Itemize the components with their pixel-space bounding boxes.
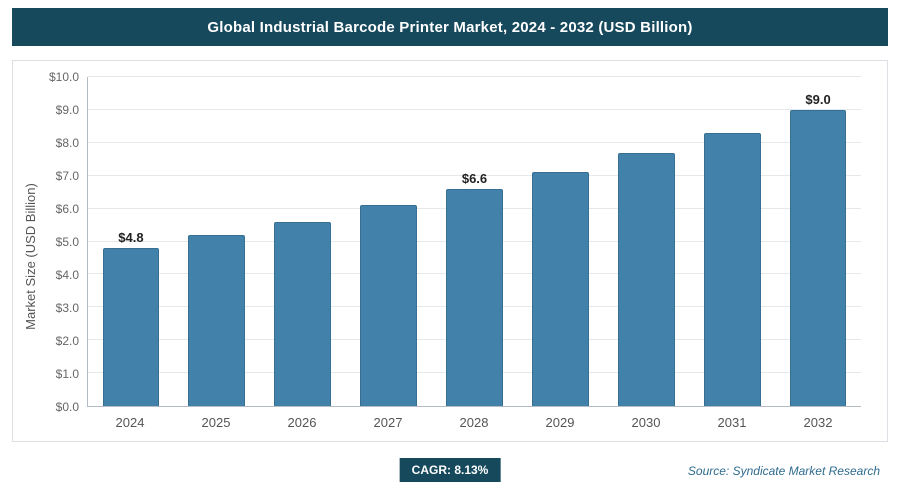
- bar-slot: [260, 77, 346, 406]
- y-axis-ticks: $0.0 $1.0 $2.0 $3.0 $4.0 $5.0 $6.0 $7.0 $8.0 $9.0…: [41, 70, 87, 414]
- bar-2027: [360, 205, 417, 406]
- gridline: [88, 108, 861, 110]
- gridline: [88, 76, 861, 77]
- y-tick-label: $2.0: [55, 334, 79, 348]
- bar-2025: [188, 234, 246, 406]
- y-tick-label: $5.0: [55, 235, 79, 249]
- bar-2032: $9.0: [789, 92, 847, 406]
- gridline: [88, 141, 861, 143]
- bar-value-label: $6.6: [461, 170, 488, 186]
- gridline: [88, 174, 861, 176]
- chart-title: Global Industrial Barcode Printer Market…: [207, 18, 693, 36]
- chart-title-bar: Global Industrial Barcode Printer Market…: [12, 8, 888, 46]
- x-tick-label: 2031: [717, 415, 747, 430]
- x-tick-label: 2030: [631, 415, 661, 430]
- x-tick-label: 2026: [287, 415, 317, 430]
- y-tick-label: $10.0: [48, 70, 79, 84]
- cagr-badge: CAGR: 8.13%: [399, 458, 501, 482]
- bar-2029: [532, 172, 589, 406]
- source-text: Source: Syndicate Market Research: [687, 464, 880, 478]
- x-tick-label: 2025: [201, 415, 231, 430]
- bar-2030: [617, 152, 675, 406]
- bar-slot: [174, 77, 260, 406]
- bar-2026: [274, 221, 332, 406]
- y-tick-label: $8.0: [55, 136, 79, 150]
- y-tick-label: $0.0: [55, 400, 79, 414]
- x-tick-label: 2028: [459, 415, 489, 430]
- bar-slot: [517, 77, 603, 406]
- bar-slot: [689, 77, 775, 406]
- y-tick-label: $6.0: [55, 202, 79, 216]
- y-axis-title: Market Size (USD Billion): [22, 182, 38, 330]
- bar-value-label: $9.0: [805, 91, 831, 107]
- y-axis-title-wrap: Market Size (USD Billion): [19, 77, 41, 435]
- y-tick-label: $1.0: [55, 367, 79, 381]
- x-tick-label: 2029: [545, 415, 575, 430]
- bar-2028: $6.6: [446, 171, 503, 406]
- x-tick-label: 2024: [115, 415, 145, 430]
- x-tick-label: 2032: [803, 415, 833, 430]
- y-tick-label: $3.0: [55, 301, 79, 315]
- bar-slot: [346, 77, 432, 406]
- footer: CAGR: 8.13% Source: Syndicate Market Res…: [12, 458, 888, 484]
- bar-slot: $6.6: [432, 77, 518, 406]
- y-tick-label: $7.0: [55, 169, 79, 183]
- bar-slot: $9.0: [775, 77, 861, 406]
- bar-slot: [603, 77, 689, 406]
- plot-area: $4.8 $6.6 $9.0: [87, 76, 861, 407]
- bar-slot: $4.8: [88, 77, 174, 406]
- chart-container: Market Size (USD Billion) $0.0 $1.0 $2.0 $3…: [12, 60, 888, 442]
- y-tick-label: $9.0: [55, 103, 79, 117]
- bar-value-label: $4.8: [118, 230, 144, 246]
- bar-2024: $4.8: [102, 230, 160, 406]
- bar-2031: [703, 132, 761, 406]
- x-tick-label: 2027: [373, 415, 403, 430]
- bars: $4.8 $6.6 $9.0: [88, 77, 861, 406]
- y-tick-label: $4.0: [55, 268, 79, 282]
- x-axis-labels: 2024 2025 2026 2027 2028 2029 2030 2031 2032: [87, 407, 861, 435]
